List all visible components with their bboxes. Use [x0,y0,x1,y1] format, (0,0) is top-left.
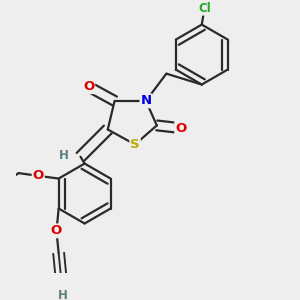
Text: O: O [83,80,94,93]
Text: H: H [58,289,68,300]
Text: S: S [130,138,140,151]
Text: O: O [33,169,44,182]
Text: O: O [51,224,62,237]
Text: O: O [175,122,186,135]
Text: N: N [140,94,152,107]
Text: H: H [59,149,69,162]
Text: Cl: Cl [198,2,211,15]
